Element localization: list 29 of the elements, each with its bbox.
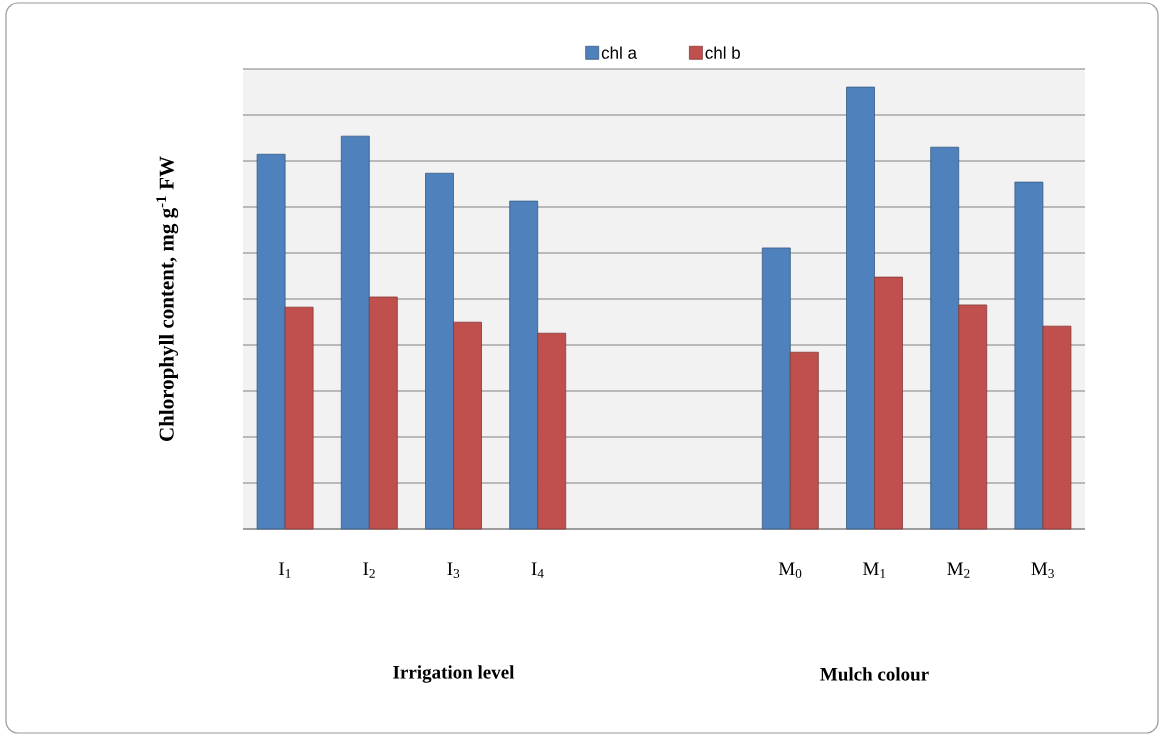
- bar: [368, 296, 398, 530]
- bar: [284, 306, 314, 530]
- x-tick-label: I$_{3}$: [447, 562, 460, 578]
- bar: [874, 276, 903, 530]
- bar: [537, 332, 567, 530]
- x-tick-label: M$_{0}$: [778, 562, 802, 578]
- bar: [789, 351, 819, 530]
- x-tick-label: M$_{2}$: [947, 562, 970, 578]
- bar: [958, 304, 988, 530]
- bar: [453, 321, 482, 530]
- bar: [761, 247, 791, 530]
- bar: [256, 153, 286, 530]
- x-tick-label: I$_{2}$: [363, 562, 375, 578]
- x-tick-label: I$_{1}$: [279, 562, 291, 578]
- bar: [1014, 181, 1044, 530]
- x-tick-label: M$_{1}$: [863, 562, 886, 578]
- y-axis-title: Chlorophyll content, mg g$^{-1}$ FW: [156, 156, 179, 441]
- bar: [340, 135, 370, 530]
- text: Mulch colour: [820, 667, 929, 681]
- legend-label: chl b: [705, 46, 740, 59]
- legend-label: chl a: [601, 46, 637, 59]
- text: Irrigation level: [393, 665, 515, 683]
- x-tick-label: M$_{3}$: [1031, 562, 1054, 578]
- bar: [509, 200, 539, 530]
- bar: [930, 146, 960, 530]
- bar: [425, 172, 454, 530]
- x-tick-label: I$_{4}$: [531, 562, 544, 578]
- bar: [846, 86, 875, 530]
- bar: [1042, 325, 1072, 530]
